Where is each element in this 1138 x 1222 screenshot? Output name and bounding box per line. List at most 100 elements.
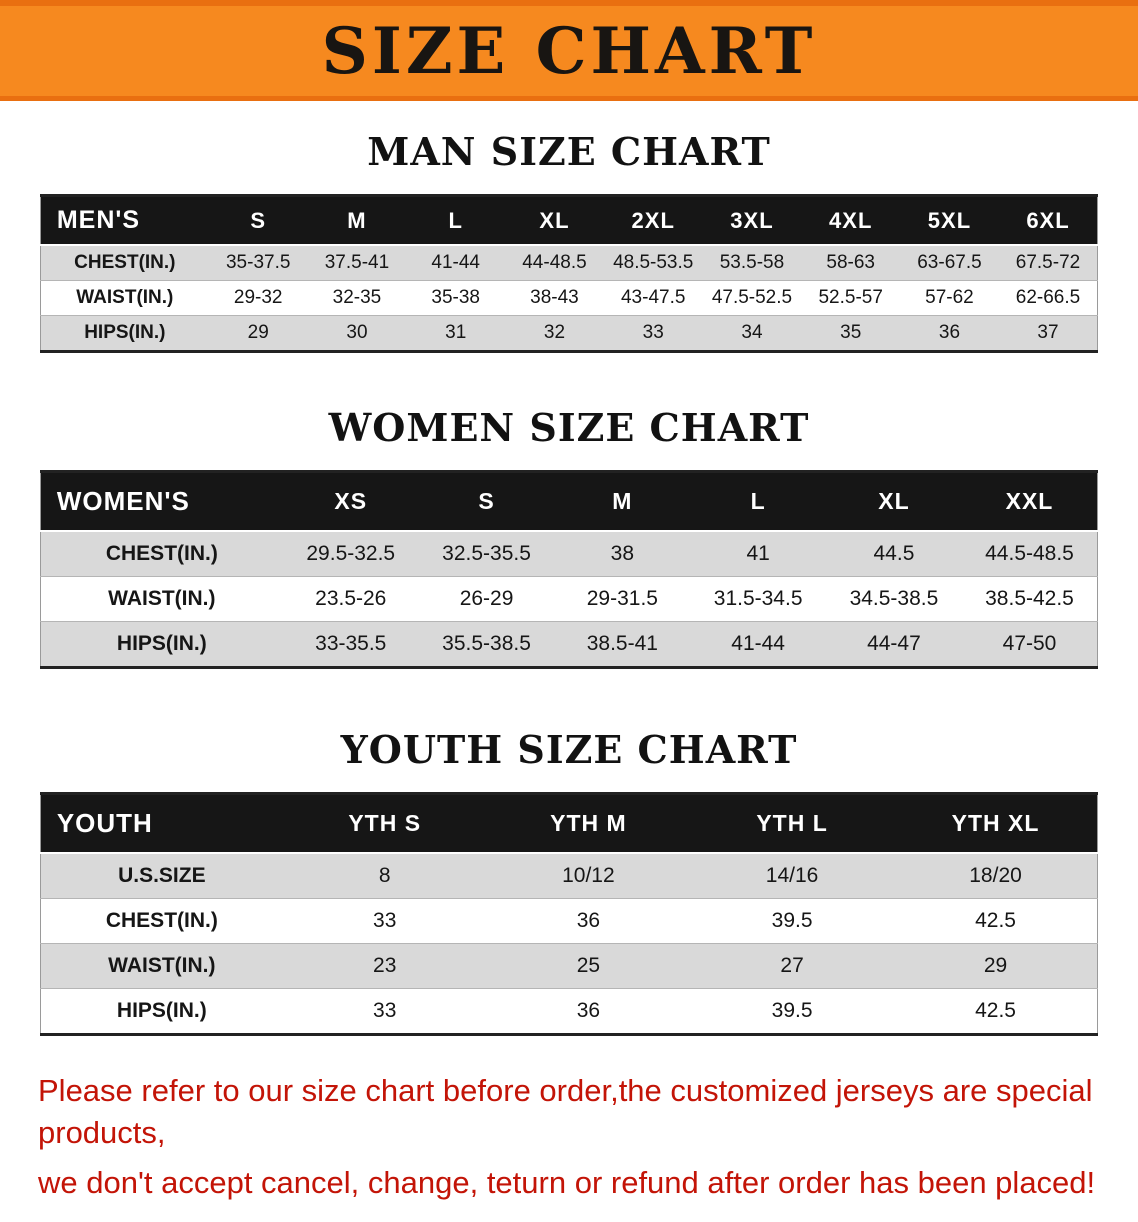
women-size-section: WOMEN SIZE CHART WOMEN'S XS S M L XL XXL CHEST(… [0, 353, 1138, 669]
table-row: HIPS(IN.) 33 36 39.5 42.5 [40, 988, 1098, 1035]
size-value: 29.5-32.5 [306, 542, 396, 565]
size-column-header: XL [539, 207, 570, 233]
size-value: 39.5 [771, 999, 813, 1022]
table-row: WAIST(IN.) 29-32 32-35 35-38 38-43 43-47.5 47.… [40, 280, 1098, 316]
table-row: CHEST(IN.) 35-37.5 37.5-41 41-44 44-48.5 48.5… [40, 245, 1098, 281]
size-value: 67.5-72 [1015, 252, 1081, 273]
size-value: 44.5-48.5 [985, 542, 1074, 565]
size-value: 34.5-38.5 [849, 587, 939, 610]
size-value: 39.5 [771, 909, 813, 932]
size-value: 32-35 [332, 287, 382, 308]
disclaimer: Please refer to our size chart before or… [38, 1070, 1110, 1204]
page-title: SIZE CHART [321, 13, 817, 89]
size-value: 44.5 [873, 542, 915, 565]
table-row: WAIST(IN.) 23 25 27 29 [40, 943, 1098, 989]
size-value: 38.5-41 [586, 632, 658, 655]
row-label: HIPS(IN.) [116, 632, 207, 655]
size-value: 42.5 [975, 909, 1016, 932]
size-value: 8 [378, 864, 391, 887]
row-label: U.S.SIZE [118, 864, 206, 887]
size-value: 63-67.5 [917, 252, 982, 273]
size-value: 34 [741, 322, 763, 343]
size-column-header: M [347, 207, 367, 233]
size-column-header: 6XL [1026, 207, 1070, 233]
table-row: HIPS(IN.) 33-35.5 35.5-38.5 38.5-41 41-44 44-… [40, 621, 1098, 668]
size-value: 42.5 [975, 999, 1016, 1022]
table-row: CHEST(IN.) 29.5-32.5 32.5-35.5 38 41 44.5 44.5… [40, 531, 1098, 577]
row-label: CHEST(IN.) [105, 909, 218, 932]
youth-size-table: YOUTH YTH S YTH M YTH L YTH XL U.S.SIZE 8 10/12… [39, 792, 1099, 1036]
table-title-cell: MEN'S [56, 206, 141, 234]
size-column-header: L [750, 488, 766, 514]
size-value: 32 [543, 322, 566, 343]
size-column-header: YTH M [550, 810, 627, 836]
women-section-heading: WOMEN SIZE CHART [328, 405, 810, 450]
women-size-table: WOMEN'S XS S M L XL XXL CHEST(IN.) 29.5-32.5 32.5… [39, 470, 1099, 669]
row-label: HIPS(IN.) [84, 322, 166, 343]
size-value: 29 [983, 954, 1008, 977]
row-label: WAIST(IN.) [108, 587, 216, 610]
size-value: 33-35.5 [315, 632, 387, 655]
size-value: 38 [610, 542, 635, 565]
size-column-header: 3XL [730, 207, 774, 233]
size-value: 23.5-26 [315, 587, 387, 610]
table-row: WAIST(IN.) 23.5-26 26-29 29-31.5 31.5-34.5 34… [40, 576, 1098, 622]
disclaimer-line-2: we don't accept cancel, change, teturn o… [38, 1165, 1096, 1200]
size-value: 48.5-53.5 [613, 252, 694, 273]
row-label: HIPS(IN.) [116, 999, 207, 1022]
table-row: U.S.SIZE 8 10/12 14/16 18/20 [40, 853, 1098, 899]
size-column-header: XXL [1005, 488, 1054, 514]
table-title-cell: WOMEN'S [56, 486, 190, 516]
size-value: 23 [373, 954, 397, 977]
row-label: CHEST(IN.) [74, 252, 176, 273]
size-value: 43-47.5 [620, 287, 686, 308]
size-column-header: YTH XL [951, 810, 1040, 836]
row-label: CHEST(IN.) [105, 542, 218, 565]
size-value: 29-31.5 [586, 587, 658, 610]
size-value: 52.5-57 [818, 287, 883, 308]
size-value: 35-38 [431, 287, 481, 308]
table-header-row: WOMEN'S XS S M L XL XXL [40, 471, 1098, 531]
size-column-header: 2XL [631, 207, 675, 233]
size-value: 44-47 [867, 632, 921, 655]
size-value: 37.5-41 [324, 252, 390, 273]
size-column-header: YTH S [348, 810, 422, 836]
size-value: 36 [938, 322, 961, 343]
size-value: 14/16 [765, 864, 819, 887]
size-value: 38-43 [530, 287, 579, 308]
size-value: 29-32 [233, 287, 283, 308]
size-value: 29 [247, 322, 269, 343]
size-column-header: S [478, 488, 495, 514]
size-value: 33 [373, 999, 397, 1022]
size-value: 57-62 [925, 287, 974, 308]
size-value: 35-37.5 [225, 252, 291, 273]
size-value: 58-63 [826, 252, 876, 273]
size-value: 36 [576, 909, 601, 932]
size-column-header: L [448, 207, 463, 233]
size-value: 62-66.5 [1015, 287, 1081, 308]
size-value: 37 [1037, 322, 1059, 343]
table-header-row: YOUTH YTH S YTH M YTH L YTH XL [40, 793, 1098, 853]
size-value: 41 [746, 542, 770, 565]
size-value: 33 [642, 322, 664, 343]
size-column-header: 4XL [829, 207, 873, 233]
size-value: 25 [576, 954, 601, 977]
size-value: 41-44 [731, 632, 785, 655]
size-value: 30 [346, 322, 368, 343]
size-value: 53.5-58 [719, 252, 785, 273]
banner: SIZE CHART [0, 0, 1138, 101]
size-value: 10/12 [562, 864, 615, 887]
man-size-table: MEN'S S M L XL 2XL 3XL 4XL 5XL 6XL CHEST(IN.) 35-37… [39, 194, 1099, 353]
man-size-section: MAN SIZE CHART MEN'S S M L XL 2XL 3XL 4XL 5XL 6XL… [0, 101, 1138, 353]
size-column-header: XL [878, 488, 910, 514]
youth-section-heading: YOUTH SIZE CHART [340, 727, 798, 772]
row-label: WAIST(IN.) [76, 287, 174, 308]
size-value: 26-29 [459, 587, 514, 610]
size-value: 33 [373, 909, 397, 932]
table-row: CHEST(IN.) 33 36 39.5 42.5 [40, 898, 1098, 944]
table-row: HIPS(IN.) 29 30 31 32 33 34 35 36 37 [40, 315, 1098, 352]
size-column-header: 5XL [927, 207, 972, 233]
size-value: 18/20 [969, 864, 1022, 887]
size-value: 47-50 [1002, 632, 1057, 655]
